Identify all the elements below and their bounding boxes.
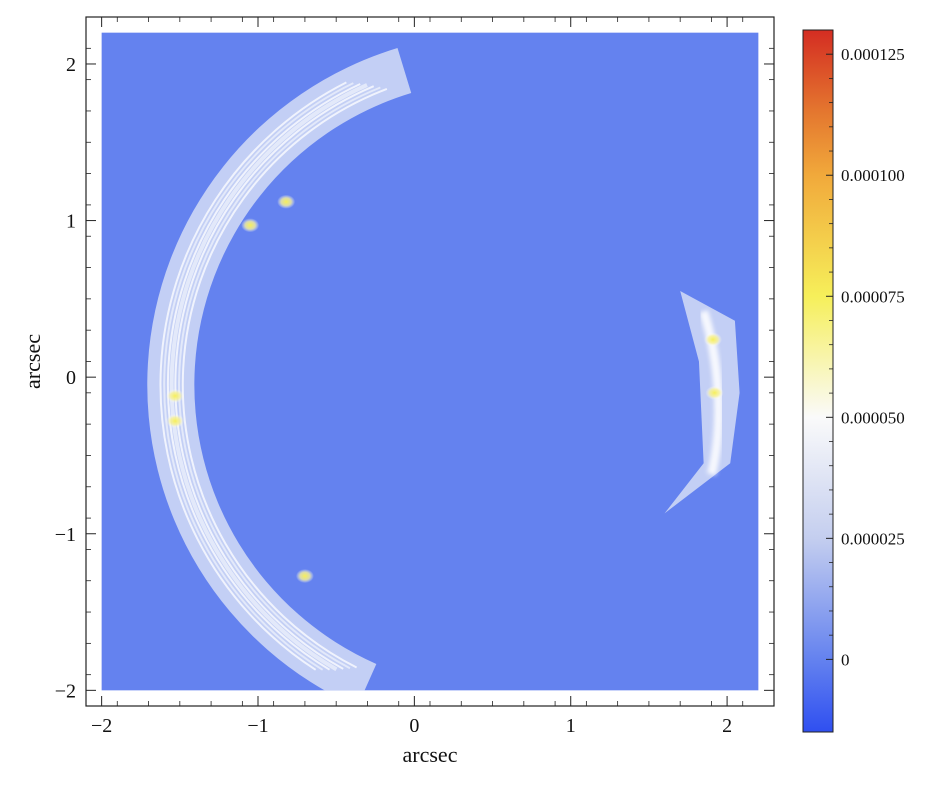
colorbar-tick-label: 0.000050 [841,408,905,427]
y-tick-label: 1 [66,211,76,233]
bright-spot [241,218,260,233]
x-tick-label: 2 [722,715,732,737]
x-tick-label: −2 [91,715,112,737]
counter-image-region [664,291,740,514]
arc-image [147,48,412,691]
colorbar-tick-label: 0.000075 [841,287,905,306]
bright-spot [704,332,723,347]
colorbar-ticks: 0 0.000025 0.000050 0.000075 0.000100 0.00012… [826,45,905,669]
heatmap-background [101,32,759,691]
y-tick-label: 0 [66,367,76,389]
colorbar: 0 0.000025 0.000050 0.000075 0.000100 0.00012… [802,29,905,733]
arc-streak [163,82,354,671]
arcs-layer [147,48,740,691]
y-tick-label: −2 [55,680,76,702]
arc-streak [181,88,388,669]
x-tick-label: 1 [566,715,576,737]
arc-streak [178,86,381,670]
y-tick-label: 2 [66,54,76,76]
arc-streak [174,85,375,670]
colorbar-tick-label: 0.000025 [841,529,905,548]
bright-spot [295,569,314,584]
colorbar-bar [802,29,834,733]
y-tick-label: −1 [55,524,76,546]
x-tick-label: 0 [409,715,419,737]
bright-spot [705,385,724,400]
arc-streak [159,81,347,671]
colorbar-tick-label: 0.000125 [841,45,905,64]
colorbar-tick-label: 0.000100 [841,166,905,185]
arc-streak [169,83,368,672]
y-ticks: −2 −1 0 1 2 [55,16,774,707]
bright-spot [277,194,296,209]
y-axis-title: arcsec [20,334,45,389]
bright-spot [166,388,185,403]
arc-streak [166,83,361,671]
x-axis-title: arcsec [403,742,458,767]
plot-area: −2 −1 0 1 2 −2 −1 0 1 2 arcsec arcsec [20,16,775,767]
bright-spot [166,414,185,429]
x-tick-label: −1 [247,715,268,737]
x-ticks: −2 −1 0 1 2 [85,17,775,737]
colorbar-tick-label: 0 [841,650,850,669]
